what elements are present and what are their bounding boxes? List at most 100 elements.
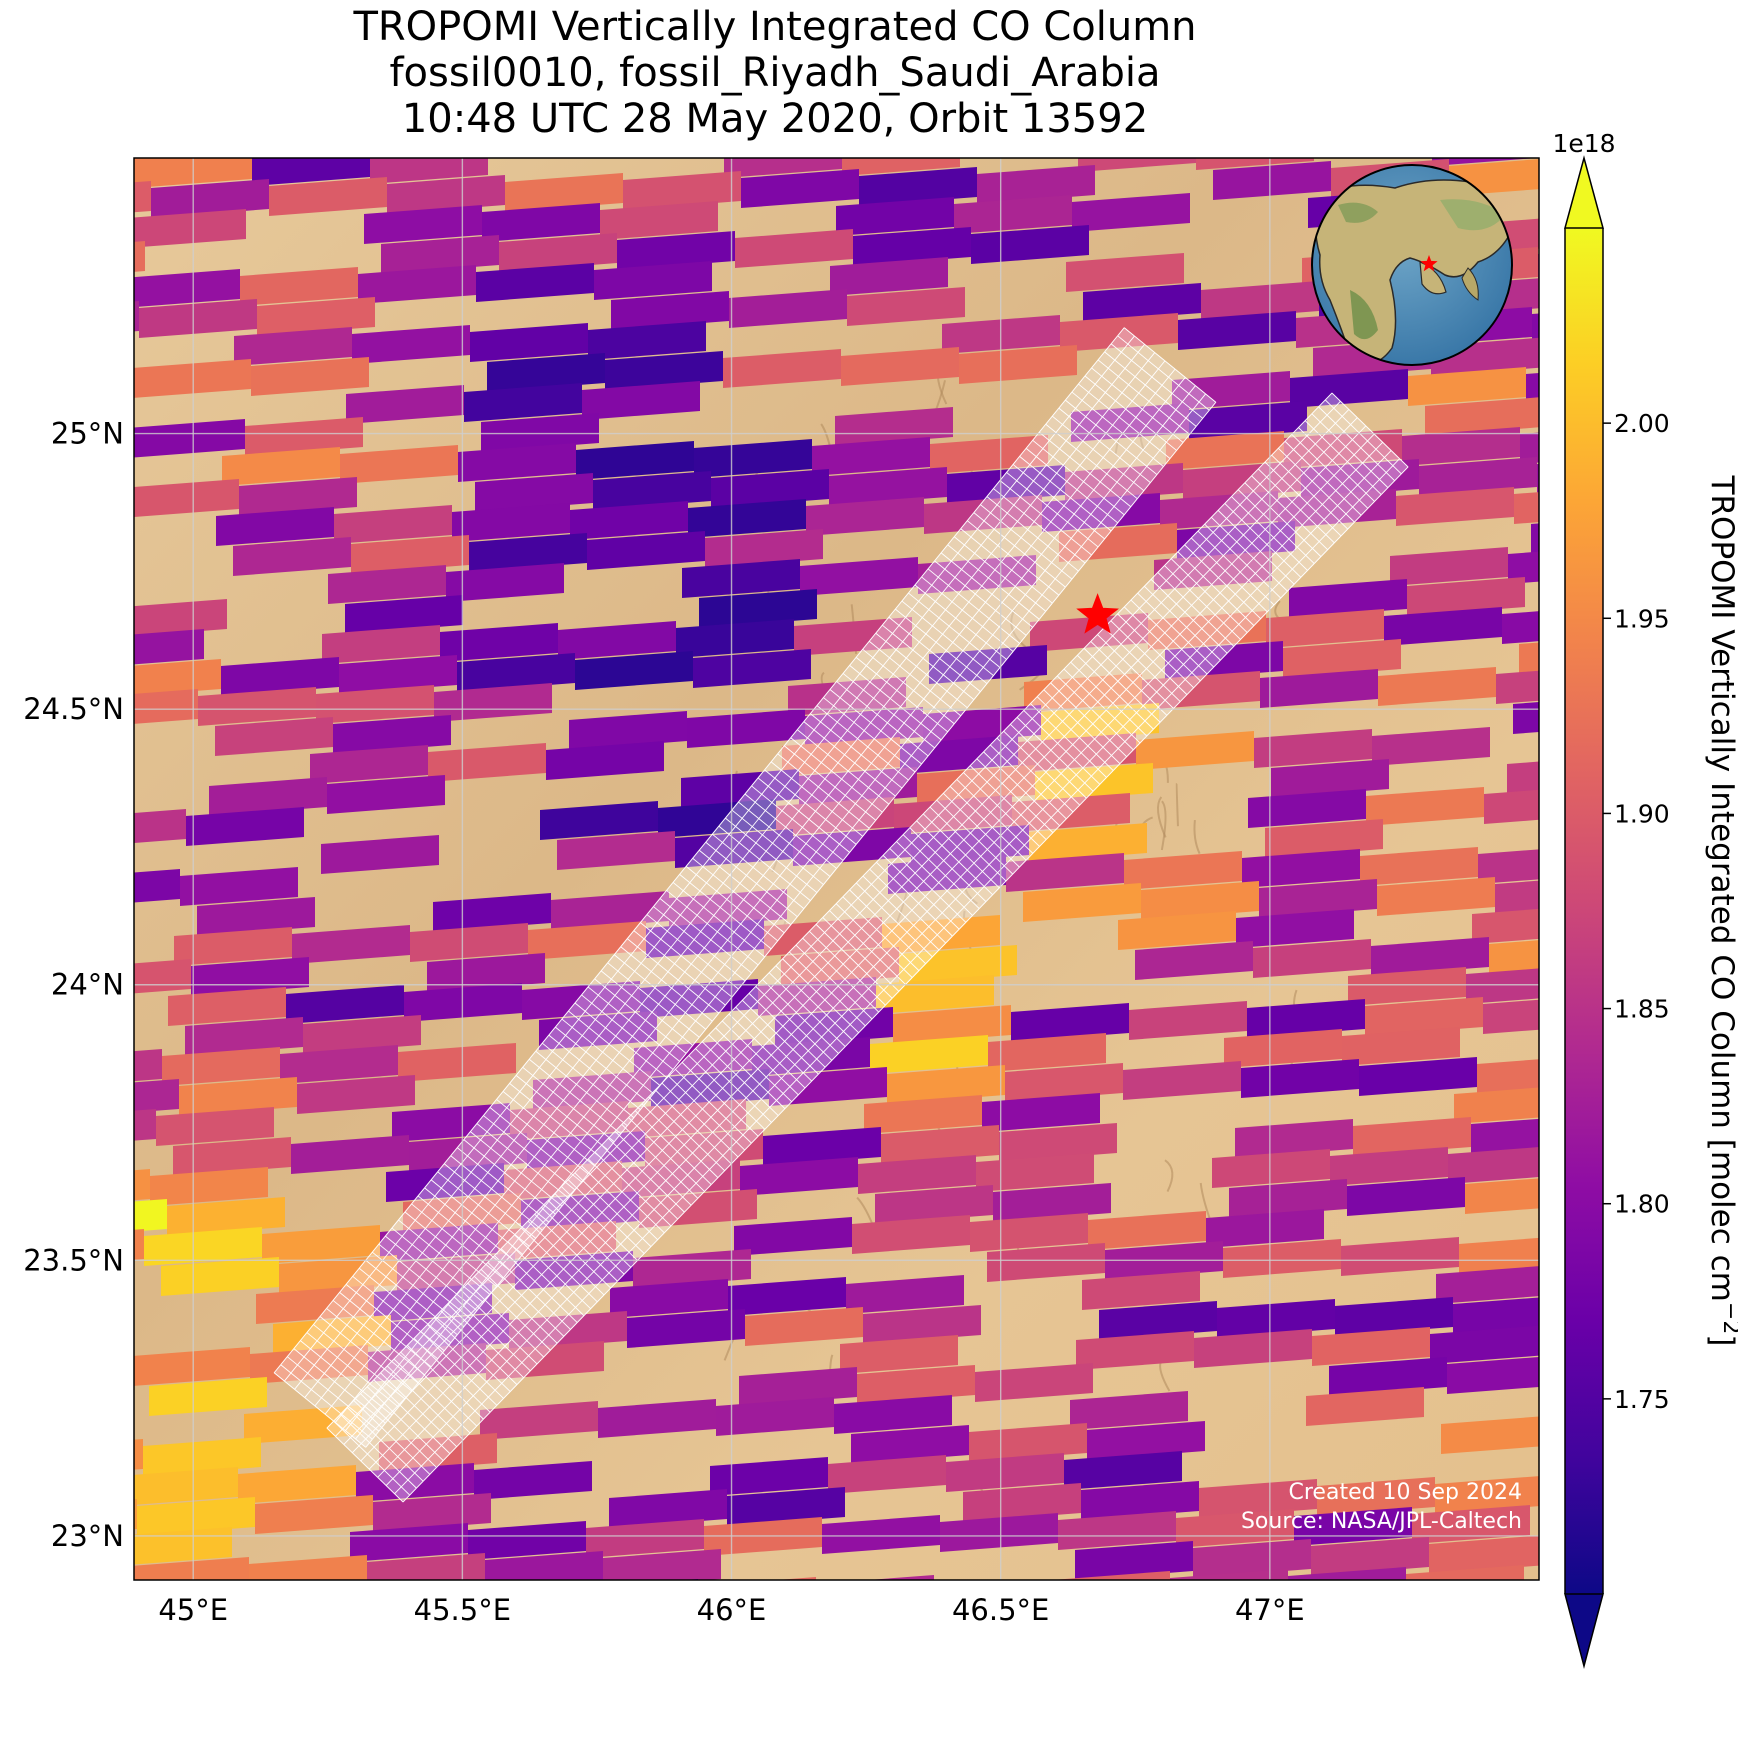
- title-line-1: TROPOMI Vertically Integrated CO Column: [353, 4, 1197, 50]
- footprint-line: [633, 930, 726, 1006]
- co-cell: [1087, 1421, 1205, 1460]
- footprint-line: [555, 1026, 648, 1102]
- footprint-line: [895, 608, 988, 684]
- co-cell: [1478, 849, 1539, 884]
- footprint-line: [715, 1027, 792, 1103]
- footprint-line: [940, 552, 1033, 628]
- co-cell: [1189, 401, 1307, 440]
- footprint-line: [1264, 461, 1342, 537]
- co-cell: [1124, 851, 1242, 890]
- footprint-line: [692, 857, 785, 934]
- co-cell: [740, 1157, 858, 1196]
- co-cell: [185, 1017, 303, 1056]
- co-cell: [852, 1215, 970, 1254]
- footprint-line: [368, 433, 1375, 1470]
- co-cell: [1520, 432, 1539, 464]
- co-cell: [134, 1079, 179, 1113]
- co-cell: [1423, 1595, 1541, 1634]
- footprint-line: [413, 1338, 491, 1413]
- co-cell: [977, 165, 1095, 204]
- co-cell: [551, 891, 669, 930]
- co-cell: [134, 1229, 144, 1260]
- co-cell: [134, 1049, 162, 1082]
- footprint-line: [352, 417, 1358, 1454]
- footprint-line: [1298, 427, 1375, 502]
- co-cell: [243, 1615, 361, 1654]
- footprint-line: [393, 1358, 471, 1434]
- co-cell: [1083, 283, 1201, 322]
- footprint-line: [333, 1420, 411, 1496]
- footprint-line: [1331, 392, 1409, 468]
- footprint-line: [901, 600, 994, 676]
- footprint-line: [909, 827, 987, 902]
- footprint-line: [404, 1211, 497, 1287]
- footprint-line: [721, 1020, 799, 1096]
- footprint-line: [1110, 343, 1203, 419]
- co-cell: [1148, 611, 1266, 650]
- co-cell: [887, 1065, 1005, 1104]
- co-cell: [1235, 1119, 1353, 1158]
- co-cell: [946, 1453, 1064, 1492]
- co-cell: [1377, 877, 1495, 916]
- co-cell: [1129, 1001, 1247, 1040]
- co-cell: [763, 1127, 881, 1166]
- co-cell: [10, 211, 128, 250]
- co-cell: [899, 945, 1017, 984]
- footprint-line: [1150, 579, 1228, 654]
- footprint-line: [960, 528, 1053, 604]
- footprint-line: [902, 834, 980, 909]
- co-cell: [215, 717, 333, 756]
- co-cell: [1247, 999, 1365, 1038]
- footprint-line: [324, 368, 1176, 1415]
- footprint-line: [607, 962, 700, 1038]
- colorbar-gradient: [1565, 228, 1603, 1594]
- colorbar-offset-text: 1e18: [1552, 129, 1615, 158]
- footprint-line: [695, 1048, 772, 1123]
- footprint-line: [922, 813, 1000, 889]
- co-cell: [851, 1425, 969, 1464]
- co-cell: [1265, 819, 1383, 858]
- co-cell: [570, 501, 688, 540]
- co-cell: [800, 557, 918, 596]
- co-cell: [539, 1011, 657, 1050]
- co-cell: [134, 599, 227, 637]
- co-cell: [1419, 457, 1537, 496]
- colorbar-tick-label: 1.95: [1614, 604, 1670, 633]
- co-cell: [1489, 940, 1539, 974]
- co-cell: [464, 383, 582, 422]
- co-cell: [1030, 613, 1148, 652]
- footprint-line: [520, 1227, 598, 1303]
- co-cell: [586, 1519, 704, 1558]
- co-cell: [1396, 487, 1514, 526]
- footprint-line: [956, 779, 1034, 854]
- footprint-line: [783, 745, 877, 821]
- co-cell: [1425, 397, 1539, 436]
- co-cell: [1201, 281, 1319, 320]
- colorbar-extend-max: [1564, 155, 1604, 229]
- co-cell: [947, 465, 1065, 504]
- co-cell: [741, 169, 859, 208]
- footprint-line: [1318, 406, 1395, 482]
- footprint-line: [947, 544, 1040, 620]
- footprint-line: [380, 1372, 457, 1448]
- footprint-line: [764, 769, 857, 845]
- co-cell: [617, 231, 735, 270]
- co-cell: [1435, 1476, 1539, 1514]
- co-cell: [727, 1487, 845, 1526]
- co-cell: [137, 1497, 255, 1536]
- co-cell: [758, 977, 876, 1016]
- co-cell: [1166, 431, 1284, 470]
- co-cell: [139, 299, 257, 338]
- footprint-line: [963, 772, 1040, 847]
- co-cell: [345, 595, 463, 634]
- co-cell: [1178, 311, 1296, 350]
- footprint-line: [450, 1155, 543, 1231]
- co-cell: [0, 1201, 49, 1240]
- co-cell: [1082, 1271, 1200, 1310]
- co-cell: [1135, 941, 1253, 980]
- co-cell: [834, 1395, 952, 1434]
- co-cell: [234, 327, 352, 366]
- co-cell: [1472, 908, 1539, 944]
- footprint-line: [314, 360, 1166, 1407]
- footprint-line: [698, 849, 792, 926]
